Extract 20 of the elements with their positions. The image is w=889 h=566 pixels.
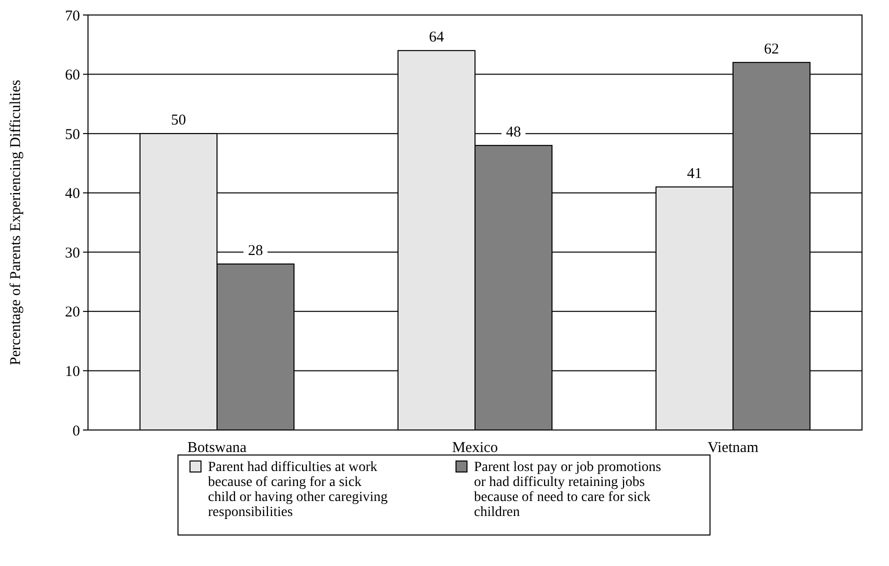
y-tick-label: 10: [65, 364, 80, 380]
data-label: 62: [764, 41, 779, 58]
y-tick-label: 50: [65, 126, 80, 143]
y-tick-label: 0: [72, 423, 80, 440]
x-tick-label: Botswana: [187, 440, 247, 456]
y-axis-title: Percentage of Parents Experiencing Difficulties: [8, 80, 24, 366]
x-tick-label: Vietnam: [708, 440, 759, 456]
data-label: 64: [429, 30, 444, 46]
legend-label: Parent had difficulties at work because of caring for a sick child or having other caregiving responsibilities: [208, 460, 388, 520]
y-tick-label: 60: [65, 68, 80, 84]
legend-label: Parent lost pay or job promotions or had difficulty retaining jobs because of need to care for sick children: [474, 460, 662, 520]
y-tick-label: 40: [65, 186, 80, 202]
y-tick-label: 20: [65, 304, 80, 321]
data-label: 48: [506, 124, 521, 140]
data-label: 28: [248, 243, 263, 259]
data-label: 50: [171, 112, 186, 129]
y-tick-label: 70: [65, 8, 80, 24]
data-label: 41: [687, 166, 702, 182]
y-tick-label: 30: [65, 245, 80, 262]
x-tick-label: Mexico: [452, 440, 498, 456]
